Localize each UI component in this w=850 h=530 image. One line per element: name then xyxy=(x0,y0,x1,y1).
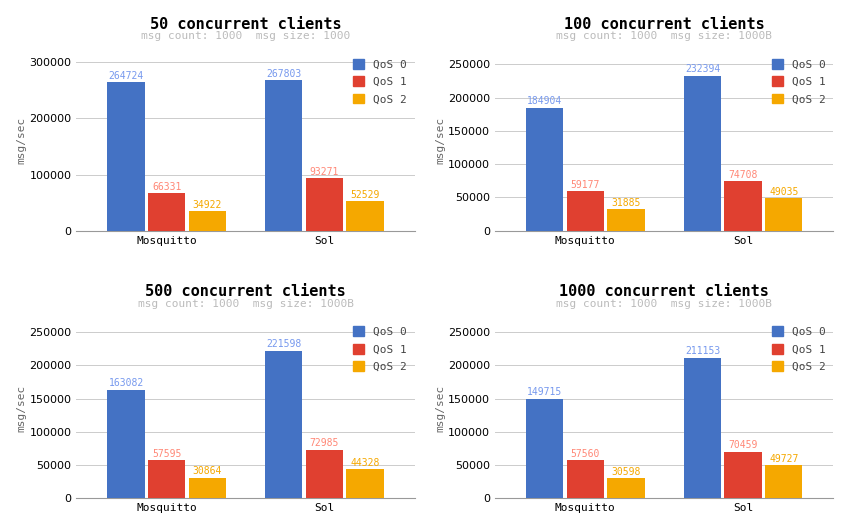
Y-axis label: msg/sec: msg/sec xyxy=(17,117,26,164)
Bar xyxy=(724,452,762,499)
Text: 163082: 163082 xyxy=(109,378,144,388)
Title: 50 concurrent clients: 50 concurrent clients xyxy=(150,16,342,32)
Text: 31885: 31885 xyxy=(611,198,641,208)
Text: 57595: 57595 xyxy=(152,449,181,458)
Text: 34922: 34922 xyxy=(192,200,222,210)
Legend: QoS 0, QoS 1, QoS 2: QoS 0, QoS 1, QoS 2 xyxy=(348,54,411,109)
Text: 44328: 44328 xyxy=(350,457,380,467)
Text: 93271: 93271 xyxy=(309,167,339,177)
Text: 232394: 232394 xyxy=(685,65,720,75)
Text: 49727: 49727 xyxy=(769,454,798,464)
Bar xyxy=(148,193,185,231)
Bar xyxy=(189,478,226,499)
Bar xyxy=(265,80,303,231)
Y-axis label: msg/sec: msg/sec xyxy=(435,385,445,432)
Text: msg count: 1000  msg size: 1000: msg count: 1000 msg size: 1000 xyxy=(141,31,350,41)
Bar xyxy=(265,351,303,499)
Bar xyxy=(607,209,644,231)
Text: 74708: 74708 xyxy=(728,170,758,180)
Text: msg count: 1000  msg size: 1000B: msg count: 1000 msg size: 1000B xyxy=(138,299,354,309)
Bar xyxy=(567,191,604,231)
Text: 72985: 72985 xyxy=(309,438,339,448)
Title: 100 concurrent clients: 100 concurrent clients xyxy=(564,16,765,32)
Title: 1000 concurrent clients: 1000 concurrent clients xyxy=(559,285,769,299)
Text: 49035: 49035 xyxy=(769,187,798,197)
Text: 30864: 30864 xyxy=(192,466,222,476)
Text: msg count: 1000  msg size: 1000B: msg count: 1000 msg size: 1000B xyxy=(556,31,773,41)
Bar xyxy=(567,460,604,499)
Legend: QoS 0, QoS 1, QoS 2: QoS 0, QoS 1, QoS 2 xyxy=(768,322,830,376)
Text: 52529: 52529 xyxy=(350,190,380,200)
Bar xyxy=(684,76,722,231)
Bar xyxy=(526,108,564,231)
Y-axis label: msg/sec: msg/sec xyxy=(435,117,445,164)
Bar xyxy=(346,469,383,499)
Bar xyxy=(148,460,185,499)
Text: 184904: 184904 xyxy=(527,96,563,106)
Bar xyxy=(765,198,802,231)
Text: 66331: 66331 xyxy=(152,182,181,192)
Bar xyxy=(107,82,144,231)
Bar xyxy=(306,450,343,499)
Text: 70459: 70459 xyxy=(728,440,758,450)
Y-axis label: msg/sec: msg/sec xyxy=(17,385,26,432)
Text: 267803: 267803 xyxy=(266,69,302,79)
Bar xyxy=(306,178,343,231)
Text: 30598: 30598 xyxy=(611,466,641,476)
Bar xyxy=(684,358,722,499)
Legend: QoS 0, QoS 1, QoS 2: QoS 0, QoS 1, QoS 2 xyxy=(348,322,411,376)
Title: 500 concurrent clients: 500 concurrent clients xyxy=(145,285,346,299)
Bar xyxy=(526,399,564,499)
Text: 57560: 57560 xyxy=(570,449,600,458)
Bar xyxy=(724,181,762,231)
Legend: QoS 0, QoS 1, QoS 2: QoS 0, QoS 1, QoS 2 xyxy=(768,54,830,109)
Bar xyxy=(189,211,226,231)
Bar xyxy=(107,390,144,499)
Text: 59177: 59177 xyxy=(570,180,600,190)
Bar xyxy=(607,478,644,499)
Text: 149715: 149715 xyxy=(527,387,563,398)
Text: msg count: 1000  msg size: 1000B: msg count: 1000 msg size: 1000B xyxy=(556,299,773,309)
Bar xyxy=(765,465,802,499)
Text: 211153: 211153 xyxy=(685,347,720,356)
Bar xyxy=(346,201,383,231)
Text: 264724: 264724 xyxy=(109,70,144,81)
Text: 221598: 221598 xyxy=(266,339,302,349)
